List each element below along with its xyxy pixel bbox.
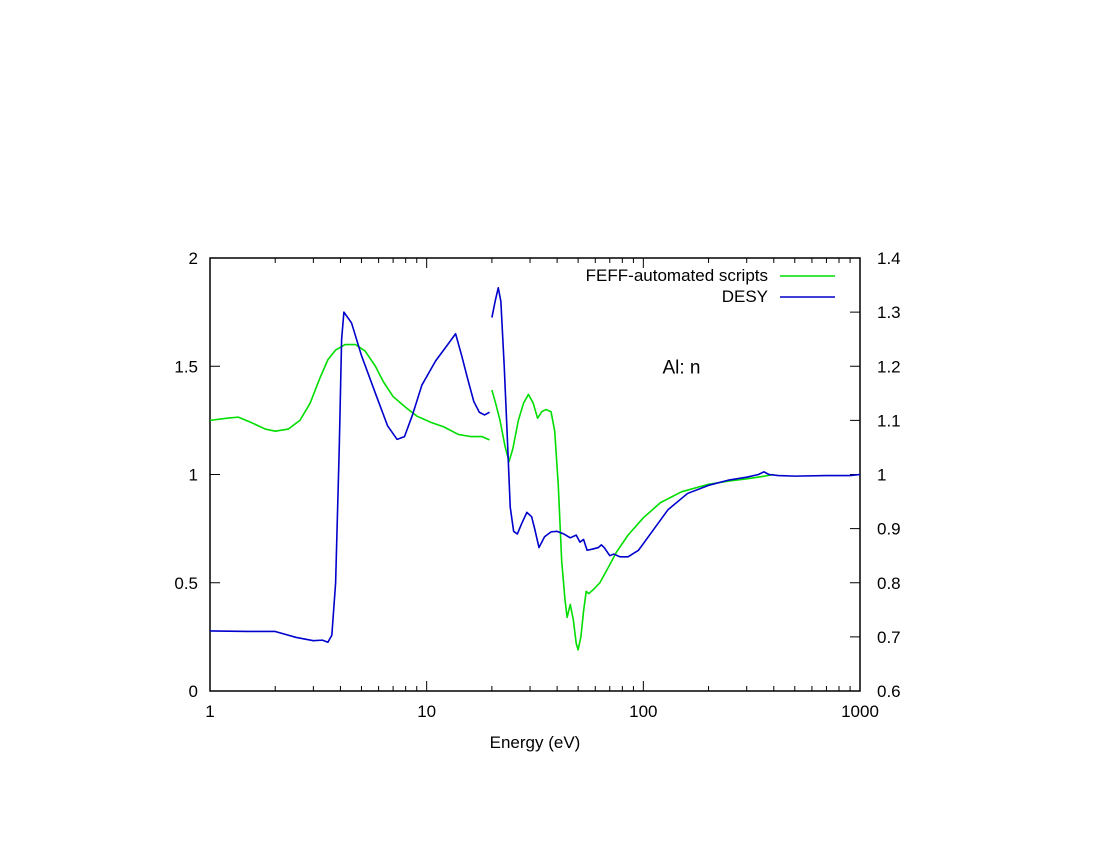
y2-tick-label: 1.1 — [877, 411, 901, 430]
y2-tick-label: 1.4 — [877, 249, 901, 268]
y-tick-label: 0.5 — [174, 574, 198, 593]
series-line-desy-segment-0 — [209, 311, 490, 644]
y2-tick-label: 1.2 — [877, 357, 901, 376]
x-tick-label: 10 — [417, 702, 436, 721]
y2-tick-label: 1 — [877, 466, 886, 485]
series-line-feff-segment-0 — [209, 343, 490, 441]
y2-tick-label: 0.8 — [877, 574, 901, 593]
y2-tick-label: 0.7 — [877, 628, 901, 647]
y-tick-label: 2 — [189, 249, 198, 268]
x-tick-label: 1000 — [841, 702, 879, 721]
series-line-feff-segment-1 — [491, 389, 774, 651]
series-line-desy-segment-1 — [491, 286, 861, 558]
legend-label-feff: FEFF-automated scripts — [586, 266, 768, 285]
y-tick-label: 0 — [189, 682, 198, 701]
series-layer — [209, 286, 861, 651]
y2-tick-label: 1.3 — [877, 303, 901, 322]
legend: FEFF-automated scripts DESY — [586, 266, 835, 306]
y2-tick-label: 0.9 — [877, 520, 901, 539]
x-axis-title: Energy (eV) — [490, 733, 581, 752]
tick-marks — [209, 257, 861, 692]
tick-labels: 1 10 100 1000 0 0.5 1 1.5 2 0.6 0.7 0.8 0.9 1 1.1 1.2 1.… — [174, 249, 900, 721]
y2-tick-label: 0.6 — [877, 682, 901, 701]
x-tick-label: 1 — [205, 702, 214, 721]
legend-label-desy: DESY — [722, 287, 768, 306]
x-tick-label: 100 — [629, 702, 657, 721]
y-tick-label: 1.5 — [174, 357, 198, 376]
plot-frame — [209, 257, 861, 692]
y-tick-label: 1 — [189, 466, 198, 485]
annotation-label: Al: n — [662, 357, 700, 378]
